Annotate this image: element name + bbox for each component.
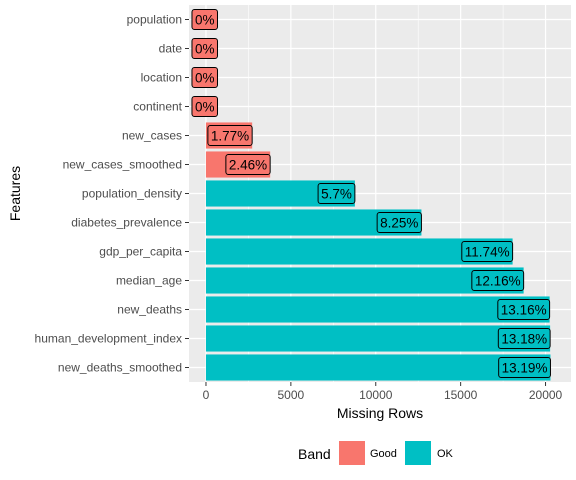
data-label: 2.46%: [225, 154, 271, 175]
bars: [205, 122, 551, 381]
data-label-text: 12.16%: [475, 274, 521, 289]
bar-new-deaths: [205, 296, 550, 323]
y-axis: population date location continent new_cases…: [35, 13, 189, 375]
data-label-text: 1.77%: [211, 129, 249, 144]
data-label-text: 8.25%: [380, 216, 418, 231]
data-label-box: [191, 67, 218, 88]
data-label-text: 11.74%: [465, 245, 510, 260]
x-tick-label: 0: [203, 388, 210, 402]
legend-key-good: [339, 441, 365, 465]
data-label-box: [461, 241, 514, 262]
y-tick-label: new_deaths: [117, 303, 182, 317]
data-label-box: [191, 9, 218, 30]
x-axis-title: Missing Rows: [337, 405, 423, 421]
y-tick-label: new_cases: [122, 129, 182, 143]
y-tick-label: population_density: [82, 187, 182, 201]
y-tick-label: gdp_per_capita: [99, 245, 182, 259]
data-label: 13.19%: [498, 357, 551, 378]
data-label: 0%: [191, 38, 218, 59]
data-labels: 0% 0% 0% 0% 1.77% 2.46% 5.7% 8.25% 11.74% 12.16% 1…: [191, 9, 551, 378]
data-label-box: [376, 212, 422, 233]
y-tick-label: population: [127, 13, 182, 27]
data-label: 13.16%: [497, 299, 551, 320]
data-label: 0%: [191, 67, 218, 88]
y-tick-label: new_cases_smoothed: [63, 158, 182, 172]
data-label-text: 13.16%: [501, 303, 547, 318]
data-label: 13.18%: [497, 328, 551, 349]
data-label-text: 0%: [195, 42, 215, 57]
data-label-box: [225, 154, 271, 175]
x-tick-label: 10000: [359, 388, 393, 402]
y-tick-label: diabetes_prevalence: [71, 216, 182, 230]
legend-key-ok: [405, 441, 431, 465]
y-tick-label: date: [159, 42, 183, 56]
data-label-text: 13.18%: [501, 332, 547, 347]
y-tick-label: median_age: [116, 274, 182, 288]
data-label-text: 0%: [195, 100, 215, 115]
legend: Band Good OK: [298, 441, 454, 465]
data-label-box: [497, 328, 551, 349]
data-label-box: [191, 96, 218, 117]
data-label: 5.7%: [317, 183, 356, 204]
data-label-box: [191, 38, 218, 59]
y-tick-label: human_development_index: [35, 332, 182, 346]
y-tick-label: continent: [133, 100, 182, 114]
legend-title: Band: [298, 446, 331, 462]
y-tick-label: new_deaths_smoothed: [58, 361, 182, 375]
legend-label: Good: [370, 448, 397, 460]
data-label: 1.77%: [207, 125, 253, 146]
data-label-text: 13.19%: [502, 361, 548, 376]
data-label: 12.16%: [471, 270, 525, 291]
data-label: 0%: [191, 96, 218, 117]
x-tick-label: 5000: [278, 388, 305, 402]
data-label: 0%: [191, 9, 218, 30]
x-axis: 0 5000 10000 15000 20000: [203, 382, 563, 402]
data-label-text: 2.46%: [229, 158, 267, 173]
data-label-text: 0%: [195, 71, 215, 86]
bar-new-deaths-smoothed: [205, 354, 551, 381]
data-label-box: [498, 357, 551, 378]
x-tick-label: 15000: [444, 388, 478, 402]
bar-median-age: [205, 267, 524, 294]
data-label: 11.74%: [461, 241, 514, 262]
data-label-box: [497, 299, 551, 320]
data-label-box: [471, 270, 525, 291]
data-label-box: [207, 125, 253, 146]
legend-label: OK: [437, 448, 454, 460]
data-label-box: [317, 183, 356, 204]
y-axis-title: Features: [7, 166, 23, 221]
data-label-text: 5.7%: [321, 187, 352, 202]
bar-human-development-index: [205, 325, 551, 352]
y-tick-label: location: [141, 71, 182, 85]
data-label-text: 0%: [195, 13, 215, 28]
x-tick-label: 20000: [529, 388, 563, 402]
data-label: 8.25%: [376, 212, 422, 233]
